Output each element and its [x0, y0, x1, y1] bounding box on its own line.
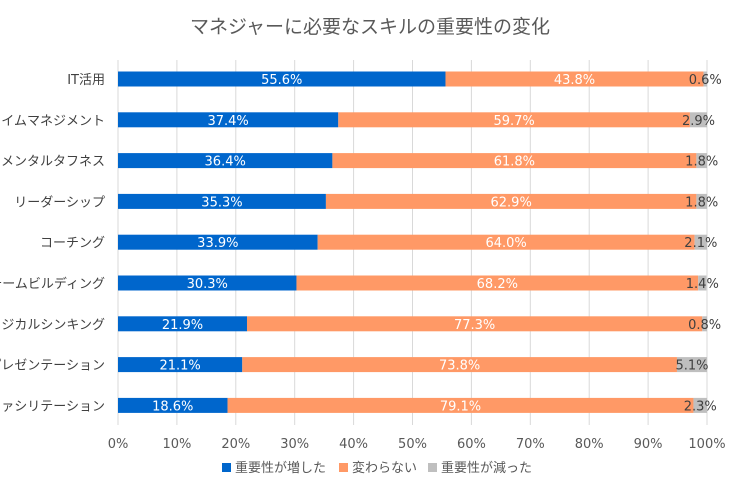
bar-segment: [118, 397, 228, 413]
category-label: IT活用: [67, 73, 105, 88]
bar-segment: [246, 316, 703, 332]
bar-segment: [118, 71, 446, 87]
x-tick-label: 60%: [457, 437, 486, 452]
x-tick-label: 30%: [280, 437, 309, 452]
data-label: 61.8%: [494, 155, 535, 170]
data-label: 68.2%: [477, 277, 518, 292]
bar-segment: [296, 275, 699, 291]
data-label: 2.3%: [684, 399, 717, 414]
bar-segment: [118, 112, 339, 128]
bar-segment: [317, 234, 695, 250]
data-label: 1.4%: [686, 277, 719, 292]
chart-title: マネジャーに必要なスキルの重要性の変化: [190, 16, 550, 38]
bar-segment: [227, 397, 694, 413]
bar-segment: [696, 193, 707, 209]
data-label: 30.3%: [187, 277, 228, 292]
x-tick-label: 20%: [221, 437, 250, 452]
legend-label: 重要性が減った: [441, 460, 532, 476]
data-label: 2.1%: [684, 236, 717, 251]
x-tick-label: 70%: [516, 437, 545, 452]
bar-segment: [698, 275, 707, 291]
data-label: 21.9%: [162, 318, 203, 333]
bar-segment: [702, 316, 707, 332]
x-tick-label: 10%: [162, 437, 191, 452]
bar-segment: [694, 234, 707, 250]
bar-segment: [118, 275, 297, 291]
bar-segment: [118, 316, 247, 332]
legend-swatch: [222, 463, 231, 472]
legend-swatch: [428, 463, 437, 472]
data-label: 37.4%: [207, 114, 248, 129]
data-label: 43.8%: [554, 73, 595, 88]
legend-label: 変わらない: [352, 460, 417, 476]
x-tick-label: 0%: [108, 437, 129, 452]
bars-layer: 55.6% 43.8% 0.6% 37.4% 59.7% 2.9% 36.4% 61.8% 1.…: [118, 71, 722, 414]
bar-segment: [693, 397, 707, 413]
bar-segment: [338, 112, 690, 128]
x-axis-ticks: 0% 10% 20% 30% 40% 50% 60% 70% 80% 90% 100%: [108, 437, 726, 452]
bar-segment: [445, 71, 704, 87]
data-label: 0.8%: [688, 318, 721, 333]
data-label: 21.1%: [159, 359, 200, 374]
bar-segment: [118, 234, 318, 250]
data-label: 36.4%: [205, 155, 246, 170]
category-label: コーチング: [40, 236, 105, 251]
x-tick-label: 50%: [398, 437, 427, 452]
x-tick-label: 90%: [634, 437, 663, 452]
data-label: 35.3%: [201, 195, 242, 210]
data-label: 0.6%: [689, 73, 722, 88]
data-label: 18.6%: [152, 399, 193, 414]
category-label: メンタルタフネス: [1, 155, 105, 170]
category-label: タイムマネジメント: [0, 114, 105, 129]
data-label: 79.1%: [440, 399, 481, 414]
bar-segment: [689, 112, 707, 128]
data-label: 2.9%: [682, 114, 715, 129]
data-label: 1.8%: [685, 195, 718, 210]
bar-segment: [332, 153, 697, 169]
data-label: 64.0%: [485, 236, 526, 251]
data-label: 5.1%: [675, 359, 708, 374]
category-label: リーダーシップ: [14, 195, 105, 210]
bar-segment: [118, 153, 333, 169]
data-label: 1.8%: [685, 155, 718, 170]
bar-segment: [242, 357, 677, 373]
bar-segment: [696, 153, 707, 169]
x-tick-label: 40%: [339, 437, 368, 452]
bar-segment: [325, 193, 697, 209]
data-label: 33.9%: [197, 236, 238, 251]
category-label: プレゼンテーション: [0, 359, 105, 374]
data-label: 62.9%: [491, 195, 532, 210]
category-label: ファシリテーション: [0, 399, 105, 414]
category-label: ロジカルシンキング: [0, 318, 105, 333]
data-label: 73.8%: [439, 359, 480, 374]
x-tick-label: 80%: [575, 437, 604, 452]
category-label: チームビルディング: [0, 276, 105, 292]
bar-segment: [118, 357, 243, 373]
bar-segment: [703, 71, 707, 87]
data-label: 77.3%: [454, 318, 495, 333]
bar-segment: [676, 357, 707, 373]
bar-segment: [118, 193, 326, 209]
data-label: 55.6%: [261, 73, 302, 88]
x-tick-label: 100%: [688, 437, 725, 452]
legend-swatch: [339, 463, 348, 472]
category-labels: IT活用タイムマネジメントメンタルタフネスリーダーシップコーチングチームビルディ…: [0, 73, 105, 414]
legend: 重要性が増した 変わらない 重要性が減った: [222, 460, 532, 476]
data-label: 59.7%: [493, 114, 534, 129]
legend-label: 重要性が増した: [235, 460, 326, 476]
